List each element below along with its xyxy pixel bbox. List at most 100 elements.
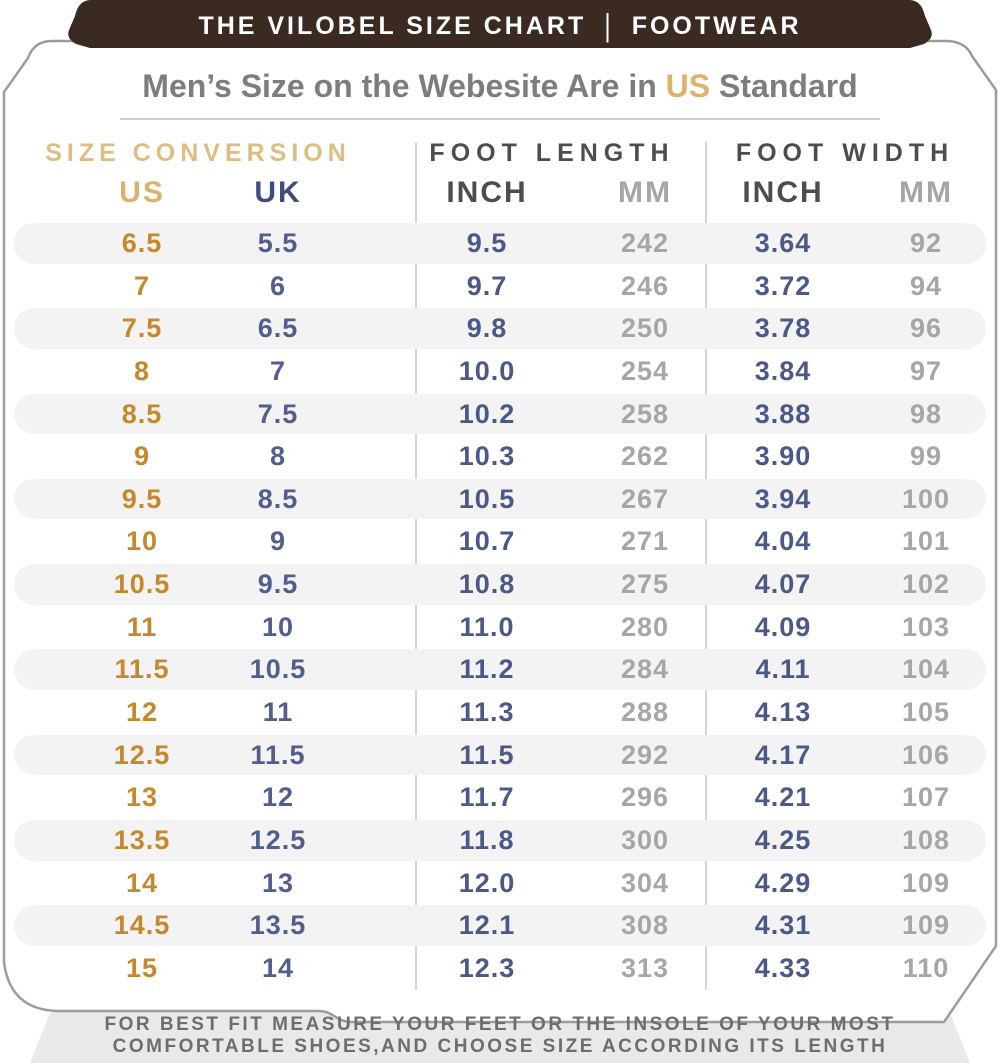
cell-width-mm: 109 bbox=[901, 910, 951, 941]
cell-width-inch: 4.17 bbox=[754, 739, 812, 770]
cell-length-inch: 10.3 bbox=[458, 441, 516, 472]
cell-us: 8.5 bbox=[121, 398, 163, 429]
cell-uk: 13 bbox=[261, 867, 295, 898]
table-rows: 6.5 5.5 9.5 242 3.64 92 7 6 9.7 246 3.72 94 7.5 6.5 9.… bbox=[0, 222, 1000, 990]
cell-length-mm: 246 bbox=[620, 270, 670, 301]
cell-length-inch: 12.0 bbox=[458, 867, 516, 898]
cell-width-inch: 4.07 bbox=[754, 569, 812, 600]
table-row: 13.5 12.5 11.8 300 4.25 108 bbox=[0, 819, 1000, 862]
row-stripe bbox=[14, 308, 986, 349]
cell-width-mm: 107 bbox=[901, 782, 951, 813]
cell-width-mm: 98 bbox=[909, 398, 943, 429]
table-row: 14.5 13.5 12.1 308 4.31 109 bbox=[0, 904, 1000, 947]
cell-us: 13 bbox=[125, 782, 159, 813]
cell-length-inch: 10.2 bbox=[458, 398, 516, 429]
cell-length-inch: 9.5 bbox=[466, 228, 508, 258]
cell-width-mm: 97 bbox=[909, 355, 943, 386]
cell-length-inch: 10.0 bbox=[458, 355, 516, 386]
cell-width-inch: 4.09 bbox=[754, 611, 812, 642]
table-row: 12 11 11.3 288 4.13 105 bbox=[0, 691, 1000, 734]
cell-length-mm: 284 bbox=[620, 654, 670, 685]
cell-width-mm: 102 bbox=[901, 569, 951, 600]
cell-uk: 6 bbox=[269, 270, 287, 301]
table-row: 6.5 5.5 9.5 242 3.64 92 bbox=[0, 222, 1000, 265]
cell-width-mm: 100 bbox=[901, 483, 951, 514]
table-row: 8.5 7.5 10.2 258 3.88 98 bbox=[0, 393, 1000, 436]
row-stripe bbox=[14, 564, 986, 605]
cell-length-inch: 10.5 bbox=[458, 483, 516, 514]
row-stripe bbox=[14, 649, 986, 691]
cell-uk: 9.5 bbox=[257, 569, 299, 600]
cell-us: 9.5 bbox=[121, 483, 163, 514]
cell-uk: 11 bbox=[262, 697, 294, 728]
cell-us: 8 bbox=[133, 355, 151, 386]
title-suffix: Standard bbox=[710, 68, 858, 104]
cell-width-inch: 4.29 bbox=[754, 867, 812, 898]
cell-width-mm: 109 bbox=[901, 867, 951, 898]
cell-width-mm: 101 bbox=[901, 526, 951, 557]
cell-length-mm: 288 bbox=[620, 697, 670, 728]
row-stripe bbox=[14, 734, 986, 776]
cell-length-inch: 11.7 bbox=[459, 782, 515, 813]
table-row: 13 12 11.7 296 4.21 107 bbox=[0, 776, 1000, 819]
table-row: 11.5 10.5 11.2 284 4.11 104 bbox=[0, 648, 1000, 691]
column-header-width-inch: INCH bbox=[742, 176, 824, 209]
cell-length-mm: 262 bbox=[620, 441, 670, 472]
row-stripe bbox=[14, 393, 986, 435]
footer-line-2: COMFORTABLE SHOES,AND CHOOSE SIZE ACCORD… bbox=[112, 1036, 888, 1057]
cell-width-inch: 4.33 bbox=[754, 952, 812, 983]
cell-length-mm: 308 bbox=[620, 910, 670, 941]
cell-length-inch: 11.5 bbox=[459, 739, 515, 770]
title-underline bbox=[120, 118, 880, 120]
cell-length-inch: 11.3 bbox=[459, 697, 515, 728]
cell-length-inch: 10.7 bbox=[458, 526, 516, 557]
section-header-foot-length: FOOT LENGTH bbox=[429, 139, 675, 167]
table-row: 9 8 10.3 262 3.90 99 bbox=[0, 435, 1000, 478]
banner-right-text: FOOTWEAR bbox=[631, 12, 802, 40]
cell-us: 12 bbox=[125, 697, 159, 728]
cell-uk: 7.5 bbox=[257, 398, 299, 429]
cell-width-inch: 3.72 bbox=[754, 270, 812, 301]
cell-us: 9 bbox=[133, 441, 151, 472]
cell-width-mm: 106 bbox=[901, 739, 951, 770]
table-row: 14 13 12.0 304 4.29 109 bbox=[0, 862, 1000, 905]
cell-length-inch: 11.8 bbox=[459, 824, 515, 855]
cell-uk: 11.5 bbox=[250, 739, 306, 770]
header-tab-shape bbox=[68, 0, 932, 48]
section-header-foot-width: FOOT WIDTH bbox=[735, 139, 955, 167]
cell-uk: 6.5 bbox=[257, 313, 299, 344]
cell-uk: 9 bbox=[269, 526, 287, 557]
cell-uk: 13.5 bbox=[249, 910, 307, 941]
cell-uk: 14 bbox=[261, 952, 295, 983]
cell-width-inch: 4.21 bbox=[754, 782, 812, 813]
cell-width-inch: 3.84 bbox=[754, 355, 812, 386]
row-stripe bbox=[14, 223, 986, 264]
table-row: 11 10 11.0 280 4.09 103 bbox=[0, 606, 1000, 649]
cell-length-mm: 267 bbox=[620, 483, 670, 514]
cell-uk: 5.5 bbox=[257, 228, 299, 258]
cell-width-inch: 3.64 bbox=[754, 228, 812, 258]
cell-width-inch: 3.94 bbox=[754, 483, 812, 514]
cell-width-mm: 96 bbox=[909, 313, 943, 344]
cell-length-inch: 11.0 bbox=[459, 611, 515, 642]
table-row: 8 7 10.0 254 3.84 97 bbox=[0, 350, 1000, 393]
cell-width-inch: 4.04 bbox=[754, 526, 812, 557]
cell-us: 11.5 bbox=[114, 654, 170, 685]
cell-width-mm: 110 bbox=[902, 952, 950, 983]
table-row: 12.5 11.5 11.5 292 4.17 106 bbox=[0, 734, 1000, 777]
cell-width-mm: 92 bbox=[909, 228, 943, 258]
cell-length-inch: 10.8 bbox=[458, 569, 516, 600]
footer-line-1: FOR BEST FIT MEASURE YOUR FEET OR THE IN… bbox=[104, 1014, 896, 1035]
cell-uk: 8.5 bbox=[257, 483, 299, 514]
cell-width-inch: 4.25 bbox=[754, 824, 812, 855]
banner-separator: | bbox=[604, 8, 614, 44]
card-shape bbox=[2, 39, 998, 1024]
banner-left-text: THE VILOBEL SIZE CHART bbox=[198, 12, 587, 40]
cell-uk: 12.5 bbox=[249, 824, 307, 855]
column-header-length-inch: INCH bbox=[446, 176, 528, 209]
title-highlight: US bbox=[665, 68, 711, 104]
cell-width-mm: 99 bbox=[909, 441, 943, 472]
cell-length-inch: 9.8 bbox=[466, 313, 508, 344]
